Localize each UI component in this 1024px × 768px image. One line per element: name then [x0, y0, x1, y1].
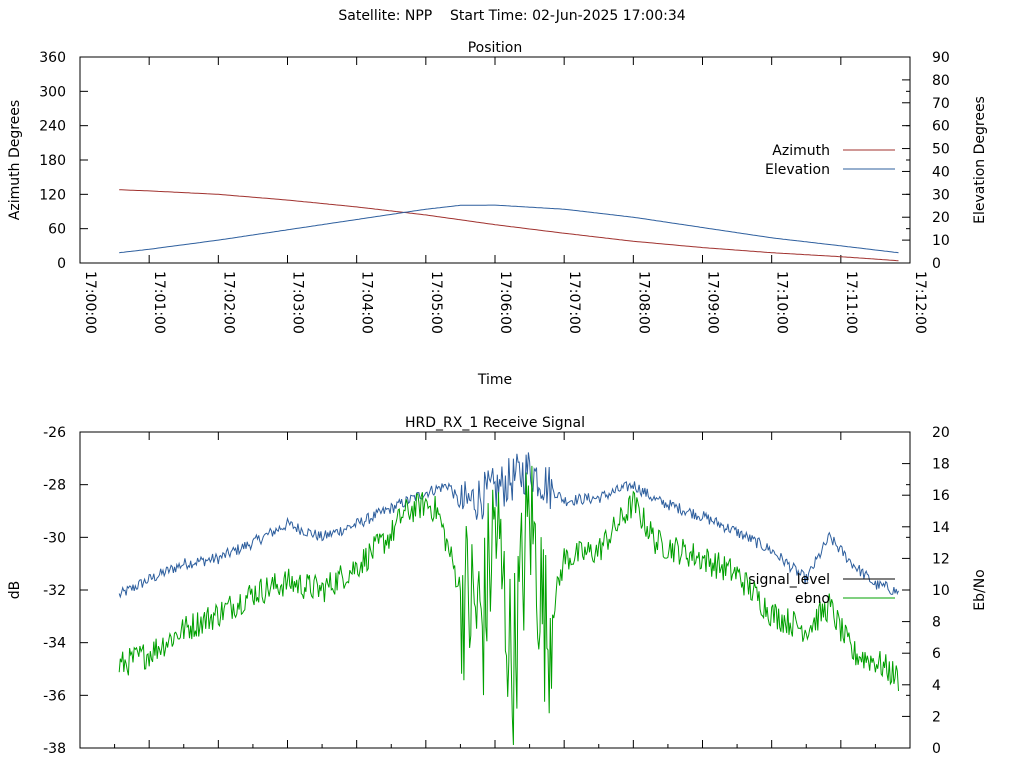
chart-1-y2tick-label: 60: [932, 119, 950, 135]
chart-2-y2tick-label: 0: [932, 741, 941, 757]
chart-1-xtick-label: 17:11:00: [843, 271, 859, 334]
chart-1-xtick-label: 17:09:00: [705, 271, 721, 334]
chart-1-y2tick-label: 80: [932, 73, 950, 89]
chart-1-xtick-label: 17:12:00: [912, 271, 928, 334]
chart-1-ytick-label: 300: [39, 84, 66, 100]
chart-2-ytick-label: -38: [43, 741, 66, 757]
chart-2-y2tick-label: 6: [932, 646, 941, 662]
chart-1-y2tick-label: 90: [932, 50, 950, 66]
chart-1-ytick-label: 360: [39, 50, 66, 66]
chart-1-y2label: Elevation Degrees: [972, 96, 988, 224]
chart-2-y2tick-label: 2: [932, 709, 941, 725]
chart-1-legend-label: Elevation: [765, 162, 830, 178]
chart-1-title: Position: [468, 40, 523, 56]
chart-2-ytick-label: -32: [43, 583, 66, 599]
chart-2-y2tick-label: 14: [932, 520, 950, 536]
chart-2-legend-label: signal_level: [748, 572, 830, 588]
chart-2-y2tick-label: 10: [932, 583, 950, 599]
chart-1-y2tick-label: 0: [932, 256, 941, 272]
chart-2-legend-label: ebno: [795, 591, 830, 607]
chart-2-y2tick-label: 4: [932, 678, 941, 694]
chart-2-ytick-label: -28: [43, 478, 66, 494]
chart-2-series-signal-level-line: [118, 452, 899, 599]
chart-2-y2label: Eb/No: [972, 569, 988, 611]
chart-1-xtick-label: 17:07:00: [566, 271, 582, 334]
chart-1-xtick-label: 17:05:00: [428, 271, 444, 334]
chart-2-y2tick-label: 20: [932, 425, 950, 441]
chart-1-xtick-label: 17:02:00: [220, 271, 236, 334]
chart-2-ytick-label: -30: [43, 530, 66, 546]
chart-2-y2tick-label: 8: [932, 615, 941, 631]
chart-1-y2tick-label: 70: [932, 96, 950, 112]
chart-2-ytick-label: -26: [43, 425, 66, 441]
chart-2-title: HRD_RX_1 Receive Signal: [405, 415, 585, 431]
chart-1-y2tick-label: 30: [932, 187, 950, 203]
chart-2-y2tick-label: 12: [932, 551, 950, 567]
chart-1-ytick-label: 240: [39, 119, 66, 135]
chart-2-ytick-label: -34: [43, 636, 66, 652]
chart-1-xtick-label: 17:08:00: [635, 271, 651, 334]
chart-1-ytick-label: 60: [48, 222, 66, 238]
chart-1-y2tick-label: 20: [932, 210, 950, 226]
chart-1-series-Elevation-line: [119, 204, 899, 254]
chart-1-xtick-label: 17:10:00: [774, 271, 790, 334]
chart-1-ytick-label: 180: [39, 153, 66, 169]
chart-1-legend-label: Azimuth: [772, 143, 830, 159]
chart-1-ylabel: Azimuth Degrees: [7, 100, 23, 220]
chart-1-ytick-label: 0: [57, 256, 66, 272]
chart-2-series-ebno-line: [118, 465, 899, 746]
chart-2-y2tick-label: 16: [932, 488, 950, 504]
chart-2-frame: [79, 431, 911, 749]
chart-1-xtick-label: 17:00:00: [82, 271, 98, 334]
page-title: Satellite: NPP Start Time: 02-Jun-2025 1…: [338, 8, 686, 24]
chart-1-ytick-label: 120: [39, 187, 66, 203]
chart-2-ylabel: dB: [7, 581, 23, 600]
chart-2-ytick-label: -36: [43, 688, 66, 704]
chart-1-y2tick-label: 10: [932, 233, 950, 249]
chart-1-frame: [79, 56, 911, 264]
chart-1-xtick-label: 17:06:00: [497, 271, 513, 334]
chart-1-y2tick-label: 50: [932, 142, 950, 158]
chart-1-xtick-label: 17:03:00: [290, 271, 306, 334]
chart-1-xtick-label: 17:04:00: [359, 271, 375, 334]
chart-1-y2tick-label: 40: [932, 164, 950, 180]
chart-1-xtick-label: 17:01:00: [151, 271, 167, 334]
chart-1-series-Azimuth-line: [119, 189, 899, 262]
chart-2-y2tick-label: 18: [932, 457, 950, 473]
chart-1-xlabel: Time: [477, 372, 512, 388]
